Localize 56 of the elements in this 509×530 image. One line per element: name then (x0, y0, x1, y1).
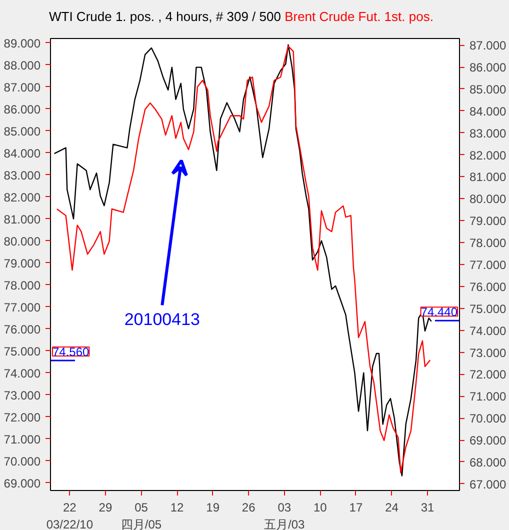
y-tick-label: 69.000 (4, 476, 41, 490)
y2-tick-label: 77.000 (470, 258, 507, 272)
y-tick-label: 88.000 (4, 58, 41, 72)
y2-tick-label: 86.000 (470, 60, 507, 75)
y2-tick-label: 71.000 (470, 390, 507, 404)
y2-tick-label: 81.000 (470, 170, 507, 184)
y-tick-label: 83.000 (4, 168, 41, 182)
x-tick-label: 10 (314, 500, 328, 514)
x-tick-label: 24 (385, 500, 399, 514)
y2-tick-label: 79.000 (470, 214, 507, 228)
x-tick-label: 26 (242, 500, 256, 514)
y-tick-label: 77.000 (4, 300, 41, 314)
y2-tick-label: 73.000 (470, 346, 507, 360)
x-tick-label: 17 (349, 500, 363, 514)
y-tick-label: 70.000 (4, 454, 41, 468)
y-tick-label: 72.000 (4, 410, 41, 424)
y2-tick-label: 70.000 (470, 412, 507, 426)
y2-tick-label: 78.000 (470, 236, 507, 250)
y-tick-label: 74.000 (4, 366, 41, 380)
x-tick-label: 03 五月/03 (264, 500, 306, 530)
x-tick-label: 12 (170, 500, 184, 514)
y-tick-label: 80.000 (4, 234, 41, 248)
x-tick-label: 05 四月/05 (120, 500, 162, 530)
y-tick-label: 85.000 (4, 124, 41, 138)
y2-tick-label: 75.000 (470, 302, 507, 316)
y-tick-label: 89.000 (4, 36, 41, 50)
annotation: 20100413 (124, 310, 200, 330)
x-tick-label: 31 (420, 500, 435, 514)
y2-tick-label: 85.000 (470, 82, 507, 96)
y-tick-label: 81.000 (4, 212, 41, 226)
y-tick-label: 82.000 (4, 190, 41, 204)
series-label: Brent Crude Fut. 1st. pos. (284, 9, 434, 24)
y2-tick-label: 67.000 (470, 477, 507, 492)
y2-tick-label: 68.000 (470, 455, 507, 470)
y-tick-label: 76.000 (4, 322, 41, 336)
y2-tick-label: 74.000 (470, 324, 507, 338)
series-label: WTI Crude 1. pos. , 4 hours, # 309 / 500 (49, 9, 281, 24)
y-tick-label: 84.000 (4, 146, 41, 160)
x-tick-label: 29 (98, 500, 112, 514)
y-tick-label: 79.000 (4, 256, 41, 270)
y2-tick-label: 80.000 (470, 192, 507, 206)
x-tick-label: 22 03/22/10 (46, 500, 94, 530)
y2-tick-label: 83.000 (470, 126, 507, 140)
y2-tick-label: 87.000 (470, 38, 507, 53)
x-tick-label: 19 (206, 500, 220, 514)
y-tick-label: 86.000 (4, 102, 41, 116)
y-tick-label: 78.000 (4, 278, 41, 292)
y2-tick-label: 72.000 (470, 368, 507, 382)
y2-tick-label: 84.000 (470, 104, 507, 118)
y-tick-label: 71.000 (4, 432, 41, 446)
y2-tick-label: 69.000 (470, 434, 507, 448)
y2-tick-label: 76.000 (470, 280, 507, 294)
y-tick-label: 75.000 (4, 344, 41, 358)
y2-tick-label: 82.000 (470, 148, 507, 162)
y-tick-label: 73.000 (4, 388, 41, 402)
y-tick-label: 87.000 (4, 80, 41, 94)
